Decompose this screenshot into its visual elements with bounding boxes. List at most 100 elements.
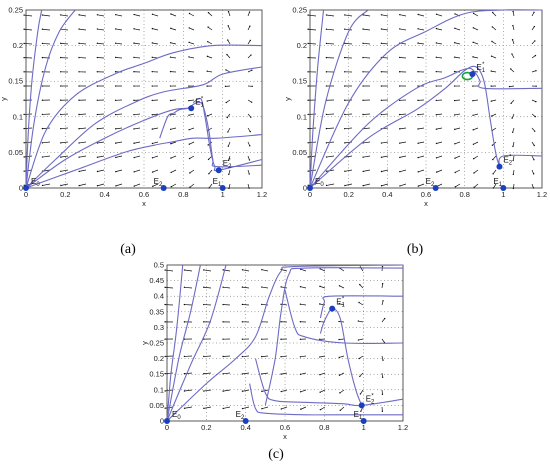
field-arrowhead: [169, 42, 172, 44]
field-arrowhead: [490, 85, 492, 87]
field-arrow: [381, 372, 383, 378]
field-arrowhead: [228, 173, 230, 176]
field-arrowhead: [338, 320, 340, 323]
field-arrowhead: [248, 173, 250, 175]
field-arrowhead: [512, 10, 514, 13]
field-arrow: [436, 56, 443, 59]
field-arrow: [360, 389, 364, 395]
field-arrowhead: [189, 186, 191, 188]
field-arrow: [399, 141, 407, 144]
field-arrowhead: [299, 373, 302, 376]
panel-b: 0 0.2 0.4 0.6 0.8 1 1.2 0 0.05 0.1 0.15 0.2 0.25 x y E0…: [283, 6, 547, 209]
field-arrow: [170, 13, 177, 17]
field-arrow: [170, 42, 177, 45]
field-arrow: [418, 155, 425, 158]
field-arrow: [242, 406, 250, 409]
field-arrow: [436, 155, 443, 159]
field-arrow: [261, 286, 269, 289]
field-arrow: [97, 14, 105, 17]
field-arrow: [436, 28, 443, 31]
field-arrowhead: [508, 85, 511, 88]
y-tick-label: 0: [160, 417, 164, 426]
field-arrow: [399, 169, 407, 172]
field-arrow: [320, 389, 326, 393]
field-arrow: [152, 169, 159, 173]
field-arrow: [326, 14, 335, 17]
field-arrow: [242, 304, 250, 306]
field-arrow: [165, 372, 174, 375]
field-arrowhead: [380, 71, 383, 73]
field-arrowhead: [188, 85, 190, 87]
trajectory-line: [309, 65, 501, 189]
field-arrowhead: [358, 301, 360, 304]
field-arrow: [512, 11, 515, 17]
y-axis-label: y: [140, 341, 149, 345]
equilibrium-label: E1: [493, 177, 502, 188]
field-arrowhead: [60, 113, 62, 116]
field-arrow: [228, 11, 231, 17]
y-tick-label: 0.15: [149, 370, 164, 379]
field-arrow: [492, 169, 497, 175]
field-arrowhead: [114, 85, 117, 87]
field-arrow: [512, 39, 515, 45]
field-arrowhead: [250, 54, 252, 56]
field-arrow: [228, 169, 231, 175]
field-arrow: [165, 269, 174, 272]
field-arrowhead: [188, 99, 190, 102]
field-arrowhead: [382, 300, 384, 302]
field-arrow: [188, 56, 195, 59]
field-arrow: [472, 113, 479, 116]
field-arrowhead: [222, 373, 224, 375]
field-arrowhead: [453, 56, 456, 58]
y-tick-label: 0.35: [149, 307, 164, 316]
field-arrowhead: [169, 56, 172, 58]
field-arrowhead: [164, 355, 166, 358]
field-arrow: [512, 127, 515, 133]
field-arrow: [223, 286, 231, 289]
field-arrow: [363, 14, 371, 17]
field-arrowhead: [60, 42, 62, 45]
field-arrowhead: [472, 56, 474, 58]
field-arrow: [247, 141, 251, 146]
field-arrow: [60, 141, 69, 144]
trajectory-line: [25, 9, 76, 189]
field-arrowhead: [170, 13, 172, 15]
field-arrowhead: [399, 142, 401, 144]
field-arrowhead: [491, 144, 494, 146]
field-arrowhead: [344, 56, 346, 59]
field-arrowhead: [115, 142, 117, 144]
field-arrow: [261, 406, 269, 410]
field-arrowhead: [532, 187, 535, 189]
field-arrowhead: [380, 99, 383, 101]
field-arrowhead: [338, 374, 341, 376]
x-tick-label: 0.4: [99, 190, 109, 199]
field-arrow: [184, 269, 193, 272]
field-arrowhead: [206, 70, 208, 72]
field-arrowhead: [398, 99, 401, 102]
field-arrow: [247, 183, 250, 189]
field-arrow: [226, 113, 231, 118]
field-arrowhead: [78, 28, 80, 30]
field-arrowhead: [398, 85, 401, 87]
y-tick-label: 0.4: [154, 292, 164, 301]
field-arrowhead: [60, 170, 62, 173]
field-arrowhead: [208, 187, 210, 189]
field-arrow: [473, 41, 479, 45]
field-arrowhead: [511, 53, 513, 55]
field-arrowhead: [472, 12, 475, 15]
field-arrow: [189, 13, 195, 17]
field-arrow: [227, 25, 231, 31]
field-arrowhead: [307, 127, 309, 130]
field-arrowhead: [188, 157, 191, 160]
field-arrowhead: [249, 130, 251, 133]
field-arrowhead: [41, 14, 44, 16]
field-arrow: [358, 355, 364, 359]
field-arrow: [455, 183, 461, 188]
field-arrow: [491, 127, 497, 131]
field-arrow: [300, 372, 307, 375]
field-arrow: [60, 43, 69, 45]
field-arrowhead: [359, 283, 361, 286]
field-arrow: [261, 269, 269, 272]
field-arrowhead: [325, 113, 328, 116]
field-arrowhead: [490, 70, 492, 72]
